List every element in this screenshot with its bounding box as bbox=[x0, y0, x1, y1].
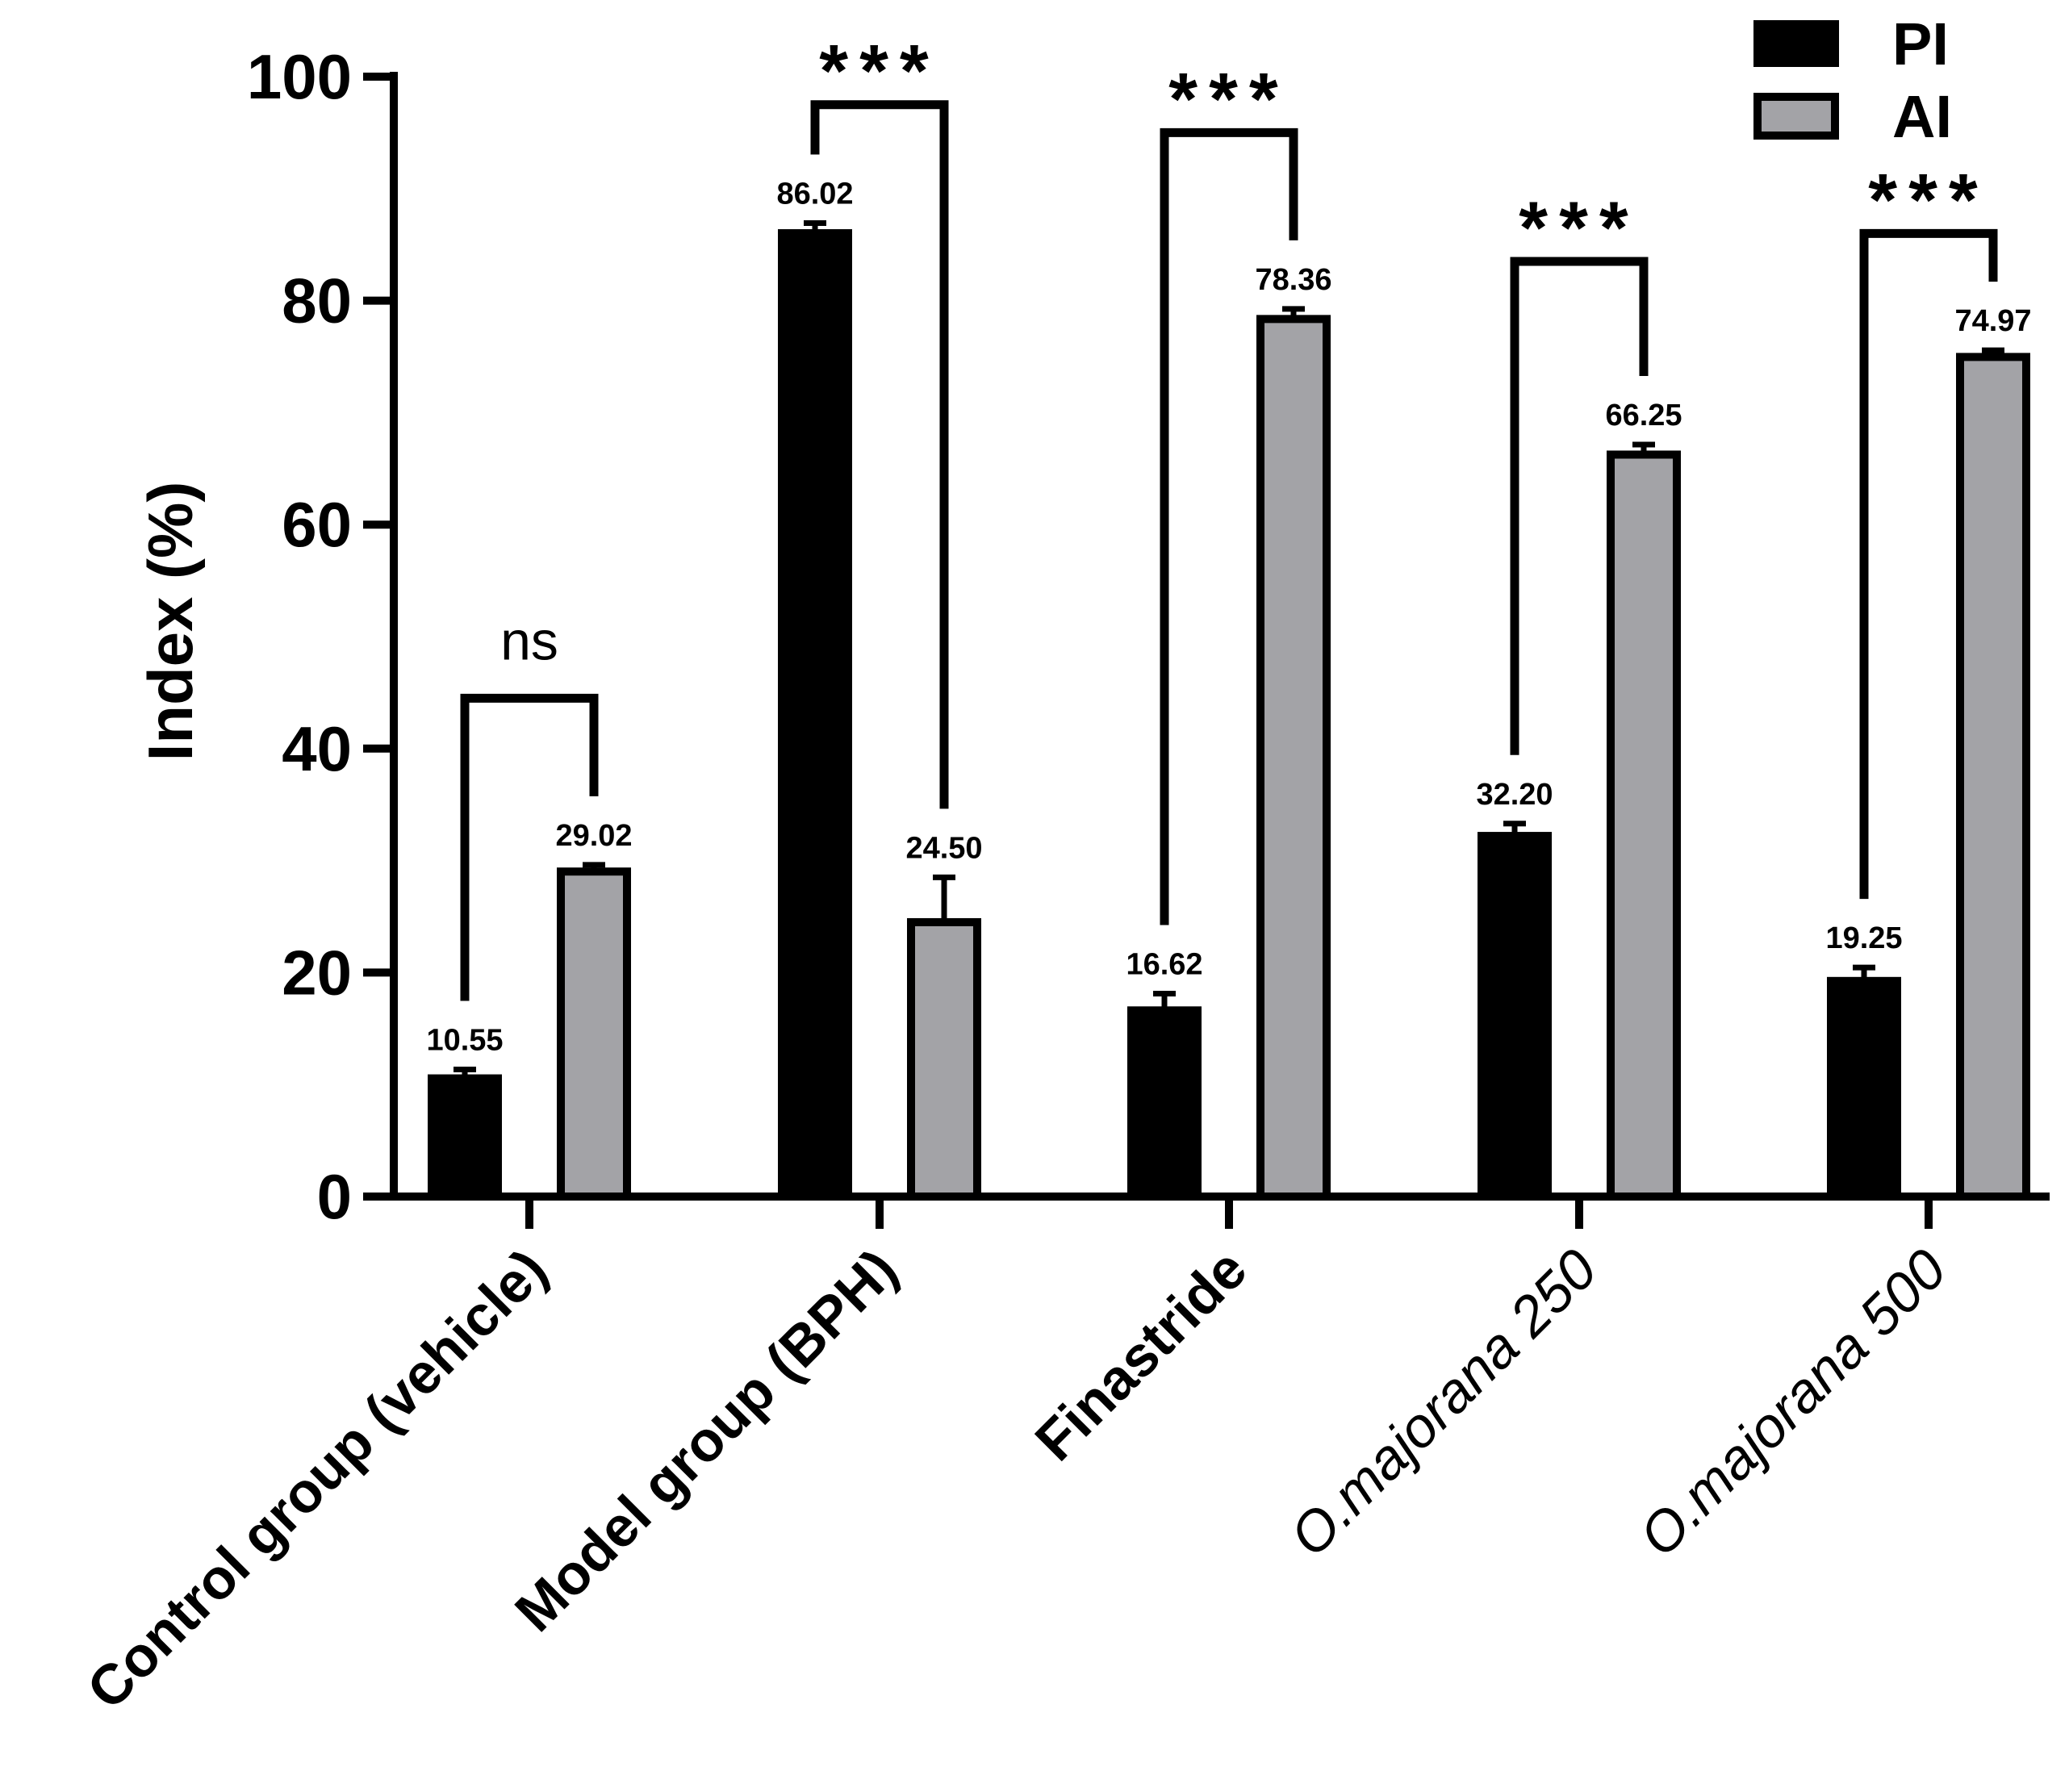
data-label-AI: 74.97 bbox=[1954, 304, 2031, 338]
significance-annotations: ns *** *** *** *** bbox=[460, 31, 1998, 1001]
significance-bracket bbox=[1859, 228, 1998, 900]
significance-bracket bbox=[1510, 257, 1649, 755]
significance-bracket bbox=[1160, 127, 1298, 925]
data-label-AI: 24.50 bbox=[905, 831, 982, 865]
legend-label-AI: AI bbox=[1892, 83, 1952, 150]
bar-PI bbox=[1827, 976, 1901, 1201]
y-axis-title: Index (%) bbox=[135, 482, 206, 762]
data-label-AI: 29.02 bbox=[555, 819, 632, 853]
significance-label: *** bbox=[1868, 159, 1988, 241]
data-label-AI: 66.25 bbox=[1605, 399, 1682, 432]
significance-label: *** bbox=[1519, 187, 1639, 269]
x-category-label: O.majorana 250 bbox=[1277, 1237, 1608, 1568]
bar-PI bbox=[1127, 1006, 1202, 1201]
tick-labels: 0 20 40 60 80 100 Control group (vehicle)Model… bbox=[75, 41, 2032, 1721]
y-tick-label: 80 bbox=[282, 265, 352, 336]
significance-bracket bbox=[810, 100, 949, 809]
significance-label: ns bbox=[500, 610, 558, 671]
data-label-PI: 16.62 bbox=[1126, 947, 1202, 981]
y-tick-label: 0 bbox=[317, 1161, 352, 1232]
significance-label: *** bbox=[819, 31, 939, 113]
x-category-label: Control group (vehicle) bbox=[75, 1237, 559, 1721]
x-category-label: O.majorana 500 bbox=[1627, 1237, 1958, 1568]
significance-bracket bbox=[460, 693, 599, 1001]
significance-label: *** bbox=[1168, 58, 1289, 140]
bar-PI bbox=[1478, 832, 1552, 1201]
bar-AI bbox=[1607, 450, 1681, 1201]
bar-PI bbox=[778, 229, 852, 1201]
bar-PI bbox=[428, 1074, 502, 1201]
y-tick-label: 60 bbox=[282, 489, 352, 560]
x-category-label-species: O.majorana bbox=[1277, 1315, 1531, 1569]
x-category-label-species: O.majorana bbox=[1627, 1315, 1880, 1569]
legend-swatch-AI bbox=[1753, 93, 1839, 140]
legend-label-PI: PI bbox=[1892, 10, 1949, 77]
y-tick-label: 100 bbox=[247, 41, 352, 112]
data-label-PI: 32.20 bbox=[1476, 778, 1553, 812]
data-label-PI: 10.55 bbox=[426, 1023, 503, 1057]
legend-swatch-PI bbox=[1753, 20, 1839, 67]
bars bbox=[428, 220, 2030, 1201]
data-label-AI: 78.36 bbox=[1255, 263, 1331, 297]
bar-AI bbox=[1256, 315, 1331, 1201]
bar-AI bbox=[907, 917, 981, 1201]
axes bbox=[363, 72, 2050, 1229]
bar-AI bbox=[1956, 353, 2030, 1201]
y-tick-label: 40 bbox=[282, 713, 352, 784]
x-category-label: Finastride bbox=[1023, 1237, 1259, 1472]
y-tick-label: 20 bbox=[282, 937, 352, 1008]
data-label-PI: 86.02 bbox=[776, 178, 853, 211]
data-label-PI: 19.25 bbox=[1825, 921, 1902, 955]
x-category-label: Model group (BPH) bbox=[503, 1237, 909, 1643]
bar-AI bbox=[557, 867, 631, 1201]
